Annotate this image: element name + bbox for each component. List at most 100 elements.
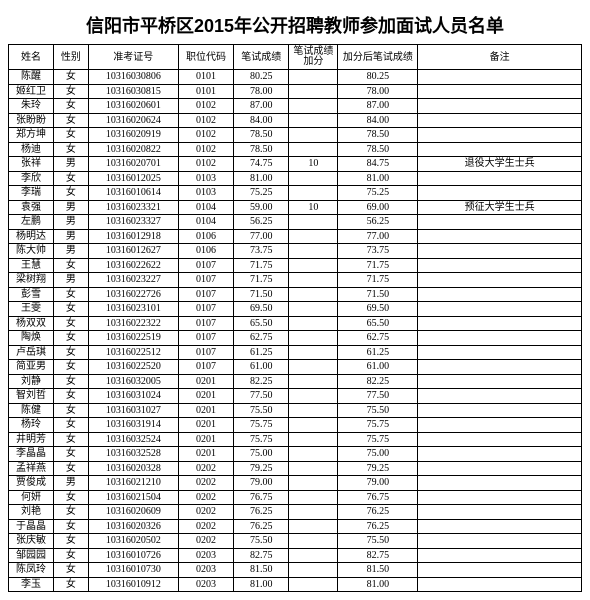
table-cell: 0103 bbox=[178, 171, 233, 186]
table-cell: 女 bbox=[54, 519, 89, 534]
table-cell bbox=[418, 476, 582, 491]
table-cell: 0102 bbox=[178, 128, 233, 143]
col-ticket: 准考证号 bbox=[88, 45, 178, 70]
table-cell: 10316020326 bbox=[88, 519, 178, 534]
table-cell bbox=[289, 403, 338, 418]
table-cell bbox=[418, 548, 582, 563]
table-cell: 81.00 bbox=[234, 171, 289, 186]
table-cell: 82.75 bbox=[234, 548, 289, 563]
table-cell bbox=[289, 113, 338, 128]
table-cell: 69.50 bbox=[234, 302, 289, 317]
table-cell: 0201 bbox=[178, 447, 233, 462]
table-cell bbox=[289, 331, 338, 346]
table-cell bbox=[418, 99, 582, 114]
table-row: 刘艳女10316020609020276.2576.25 bbox=[9, 505, 582, 520]
table-cell: 0107 bbox=[178, 316, 233, 331]
table-row: 陈健女10316031027020175.5075.50 bbox=[9, 403, 582, 418]
table-cell: 李玉 bbox=[9, 577, 54, 592]
table-cell bbox=[289, 186, 338, 201]
table-cell bbox=[418, 534, 582, 549]
table-cell: 0107 bbox=[178, 360, 233, 375]
table-cell: 10316012025 bbox=[88, 171, 178, 186]
table-cell: 0101 bbox=[178, 70, 233, 85]
table-cell: 75.50 bbox=[234, 534, 289, 549]
table-cell bbox=[289, 84, 338, 99]
table-cell: 10316023227 bbox=[88, 273, 178, 288]
table-cell: 10316022726 bbox=[88, 287, 178, 302]
table-cell: 10316020601 bbox=[88, 99, 178, 114]
table-cell bbox=[289, 215, 338, 230]
table-cell: 75.50 bbox=[338, 403, 418, 418]
table-cell bbox=[418, 519, 582, 534]
table-cell bbox=[289, 476, 338, 491]
table-cell: 10316020328 bbox=[88, 461, 178, 476]
table-cell: 女 bbox=[54, 345, 89, 360]
table-row: 朱玲女10316020601010287.0087.00 bbox=[9, 99, 582, 114]
table-row: 袁强男10316023321010459.001069.00预征大学生士兵 bbox=[9, 200, 582, 215]
table-cell bbox=[418, 490, 582, 505]
table-cell: 梁树翔 bbox=[9, 273, 54, 288]
table-cell: 0202 bbox=[178, 534, 233, 549]
table-cell bbox=[289, 316, 338, 331]
table-cell: 0202 bbox=[178, 476, 233, 491]
table-cell bbox=[289, 171, 338, 186]
table-cell: 10316023101 bbox=[88, 302, 178, 317]
table-row: 杨双双女10316022322010765.5065.50 bbox=[9, 316, 582, 331]
table-cell: 10316020701 bbox=[88, 157, 178, 172]
table-cell: 女 bbox=[54, 128, 89, 143]
table-row: 陈大帅男10316012627010673.7573.75 bbox=[9, 244, 582, 259]
table-cell: 杨玲 bbox=[9, 418, 54, 433]
table-cell bbox=[289, 273, 338, 288]
table-cell bbox=[289, 505, 338, 520]
table-cell bbox=[418, 403, 582, 418]
table-cell: 10316032528 bbox=[88, 447, 178, 462]
table-row: 郑方坤女10316020919010278.5078.50 bbox=[9, 128, 582, 143]
table-cell: 女 bbox=[54, 418, 89, 433]
table-cell: 74.75 bbox=[234, 157, 289, 172]
table-row: 陶焕女10316022519010762.7562.75 bbox=[9, 331, 582, 346]
table-cell: 杨明达 bbox=[9, 229, 54, 244]
table-cell: 78.50 bbox=[234, 128, 289, 143]
table-cell: 女 bbox=[54, 461, 89, 476]
table-cell: 61.25 bbox=[338, 345, 418, 360]
table-cell: 10316032524 bbox=[88, 432, 178, 447]
table-cell: 郑方坤 bbox=[9, 128, 54, 143]
table-cell: 女 bbox=[54, 403, 89, 418]
table-cell: 10316030815 bbox=[88, 84, 178, 99]
table-cell: 0202 bbox=[178, 490, 233, 505]
table-row: 刘静女10316032005020182.2582.25 bbox=[9, 374, 582, 389]
table-cell: 0107 bbox=[178, 302, 233, 317]
table-cell: 71.75 bbox=[234, 258, 289, 273]
table-row: 于晶晶女10316020326020276.2576.25 bbox=[9, 519, 582, 534]
col-gender: 性别 bbox=[54, 45, 89, 70]
table-cell bbox=[418, 302, 582, 317]
table-cell: 79.25 bbox=[234, 461, 289, 476]
table-cell: 10316021210 bbox=[88, 476, 178, 491]
table-cell bbox=[289, 519, 338, 534]
table-cell: 预征大学生士兵 bbox=[418, 200, 582, 215]
table-cell: 79.00 bbox=[234, 476, 289, 491]
table-cell: 10316023327 bbox=[88, 215, 178, 230]
table-cell: 0104 bbox=[178, 215, 233, 230]
table-cell: 男 bbox=[54, 200, 89, 215]
table-row: 李玉女10316010912020381.0081.00 bbox=[9, 577, 582, 592]
table-cell: 李瑞 bbox=[9, 186, 54, 201]
table-cell: 71.50 bbox=[338, 287, 418, 302]
table-cell bbox=[289, 461, 338, 476]
table-cell bbox=[418, 215, 582, 230]
table-row: 陈凤玲女10316010730020381.5081.50 bbox=[9, 563, 582, 578]
table-cell: 女 bbox=[54, 505, 89, 520]
table-cell: 61.00 bbox=[338, 360, 418, 375]
table-cell: 80.25 bbox=[338, 70, 418, 85]
table-cell bbox=[289, 418, 338, 433]
table-cell bbox=[289, 302, 338, 317]
table-cell: 陶焕 bbox=[9, 331, 54, 346]
table-cell: 女 bbox=[54, 331, 89, 346]
table-cell: 女 bbox=[54, 287, 89, 302]
table-cell: 75.50 bbox=[338, 534, 418, 549]
table-cell bbox=[418, 360, 582, 375]
table-cell: 女 bbox=[54, 99, 89, 114]
table-cell: 女 bbox=[54, 548, 89, 563]
table-cell: 78.50 bbox=[338, 128, 418, 143]
table-cell: 女 bbox=[54, 70, 89, 85]
